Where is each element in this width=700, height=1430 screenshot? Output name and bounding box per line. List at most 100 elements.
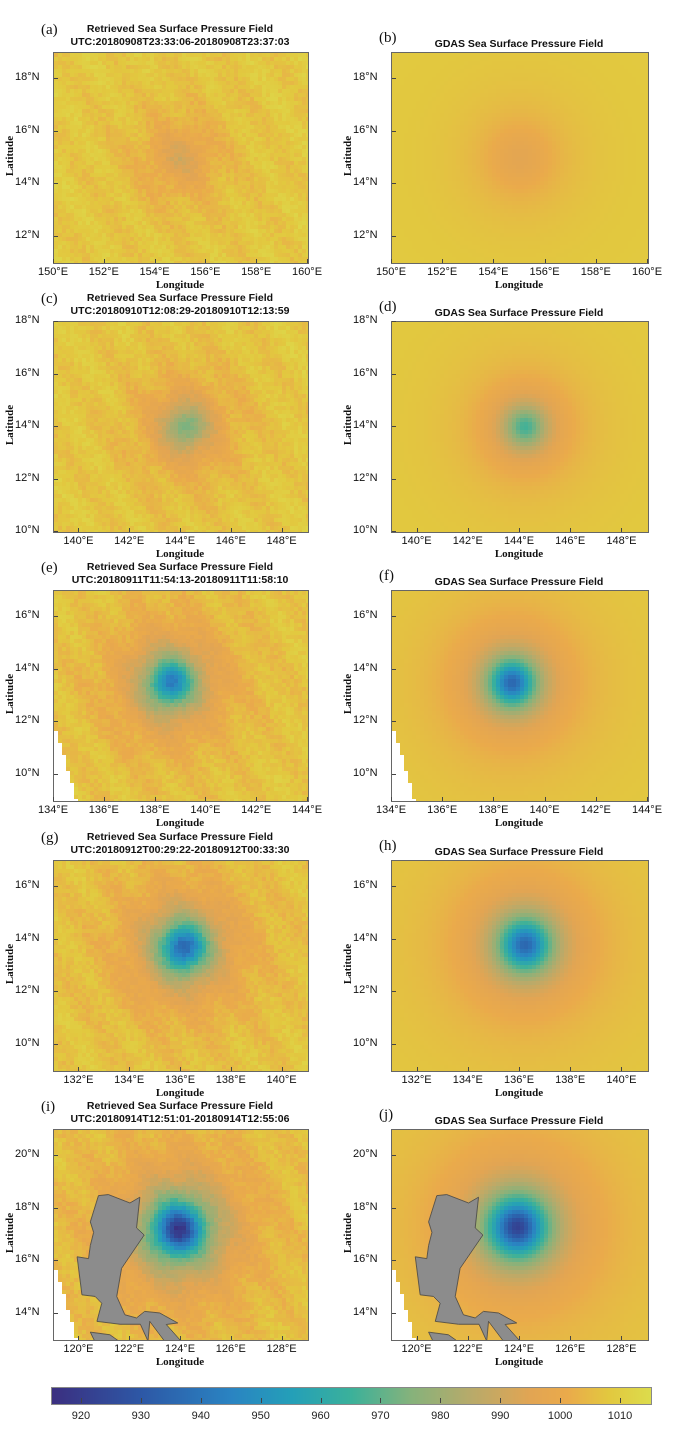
panel-title: GDAS Sea Surface Pressure Field — [391, 1115, 647, 1128]
x-tick-label: 136°E — [88, 804, 119, 816]
x-tick-mark — [570, 1336, 572, 1340]
panel-title-text: Retrieved Sea Surface Pressure Field — [86, 292, 274, 304]
x-axis-label: Longitude — [155, 279, 205, 291]
x-tick-label: 142°E — [114, 535, 145, 547]
y-tick-label: 14°N — [15, 931, 40, 944]
x-tick-mark — [621, 1336, 623, 1340]
colorbar-tick-mark — [320, 1398, 322, 1403]
x-tick-label: 144°E — [164, 535, 196, 547]
y-tick-mark — [54, 235, 58, 237]
x-tick-label: 148°E — [266, 535, 297, 547]
panel-time-range: UTC:20180912T00:29:22-20180912T00:33:30 — [70, 844, 290, 856]
x-tick-mark — [570, 528, 572, 532]
colorbar-tick-mark — [620, 1398, 622, 1403]
y-tick-mark — [392, 1260, 396, 1262]
y-tick-label: 12°N — [15, 228, 40, 241]
y-axis-label: Latitude — [342, 404, 354, 446]
x-tick-label: 146°E — [555, 535, 586, 547]
x-axis-label: Longitude — [155, 548, 205, 560]
y-axis-label: Latitude — [4, 135, 16, 177]
x-tick-label: 160°E — [631, 266, 663, 278]
pressure-field-heatmap — [392, 1130, 648, 1340]
y-axis-label: Latitude — [4, 404, 16, 446]
colorbar-tick-mark — [80, 1398, 82, 1403]
x-tick-label: 124°E — [164, 1343, 196, 1355]
x-tick-label: 132°E — [63, 1074, 94, 1086]
y-tick-mark — [54, 130, 58, 132]
colorbar-tick-mark — [380, 1398, 382, 1403]
colorbar-tick-label: 990 — [491, 1410, 510, 1422]
x-tick-label: 150°E — [37, 266, 69, 278]
panel-title-text: GDAS Sea Surface Pressure Field — [434, 846, 604, 858]
x-tick-mark — [570, 1067, 572, 1071]
x-tick-label: 158°E — [580, 266, 611, 278]
y-tick-label: 14°N — [353, 419, 378, 431]
x-tick-mark — [53, 797, 54, 801]
x-axis-label: Longitude — [494, 817, 544, 829]
x-tick-label: 160°E — [291, 266, 323, 278]
y-tick-mark — [392, 130, 396, 132]
x-tick-mark — [493, 797, 495, 801]
x-tick-label: 136°E — [427, 804, 458, 816]
y-tick-label: 14°N — [353, 1305, 378, 1318]
x-tick-mark — [519, 1067, 520, 1071]
panel-label: (a) — [41, 22, 58, 38]
x-tick-mark — [391, 797, 392, 801]
x-axis-label: Longitude — [155, 817, 205, 829]
x-tick-label: 140°E — [190, 804, 221, 816]
y-tick-mark — [392, 773, 396, 775]
panel-title-text: Retrieved Sea Surface Pressure Field — [86, 561, 274, 573]
x-tick-label: 144°E — [503, 535, 535, 547]
x-tick-label: 138°E — [215, 1074, 246, 1086]
pressure-map — [53, 321, 309, 533]
x-axis-label: Longitude — [494, 1356, 544, 1368]
x-tick-mark — [256, 259, 258, 263]
x-tick-label: 156°E — [190, 266, 221, 278]
x-tick-label: 134°E — [452, 1074, 483, 1086]
y-tick-mark — [54, 321, 58, 322]
y-tick-label: 16°N — [353, 879, 378, 892]
x-tick-mark — [230, 528, 232, 532]
colorbar-tick-label: 930 — [131, 1410, 151, 1422]
x-tick-mark — [307, 797, 308, 801]
y-tick-label: 12°N — [15, 714, 40, 727]
y-tick-mark — [392, 991, 396, 993]
x-tick-mark — [78, 528, 80, 532]
panel-title-text: Retrieved Sea Surface Pressure Field — [86, 23, 274, 35]
y-tick-label: 10°N — [353, 524, 378, 536]
y-tick-mark — [54, 886, 58, 888]
pressure-map — [391, 860, 649, 1072]
x-tick-mark — [154, 797, 156, 801]
x-tick-label: 142°E — [452, 535, 483, 547]
x-tick-label: 150°E — [375, 266, 407, 278]
y-tick-mark — [54, 1260, 58, 1262]
y-tick-mark — [392, 721, 396, 723]
y-tick-label: 16°N — [15, 609, 40, 622]
x-tick-label: 140°E — [606, 1074, 637, 1086]
x-tick-mark — [416, 1067, 418, 1071]
x-tick-mark — [180, 1336, 181, 1340]
y-tick-label: 12°N — [353, 471, 378, 484]
y-tick-mark — [392, 373, 396, 375]
x-tick-mark — [78, 1067, 80, 1071]
colorbar-tick-label: 950 — [251, 1410, 270, 1422]
y-tick-mark — [54, 373, 58, 375]
panel-title: Retrieved Sea Surface Pressure Field UTC:… — [53, 292, 307, 318]
x-tick-mark — [416, 1336, 418, 1340]
y-tick-label: 16°N — [15, 1253, 40, 1266]
panel-title: Retrieved Sea Surface Pressure Field UTC:… — [53, 561, 307, 587]
y-tick-mark — [392, 1043, 396, 1045]
x-tick-mark — [621, 1067, 623, 1071]
y-tick-label: 14°N — [15, 1305, 40, 1318]
x-axis-label: Longitude — [155, 1356, 205, 1368]
x-tick-label: 134°E — [37, 804, 69, 816]
y-tick-mark — [392, 78, 396, 80]
y-tick-label: 16°N — [15, 366, 40, 379]
x-tick-label: 142°E — [580, 804, 611, 816]
x-tick-label: 126°E — [555, 1343, 586, 1355]
y-axis-label: Latitude — [342, 1212, 354, 1254]
x-tick-label: 140°E — [529, 804, 560, 816]
y-tick-mark — [392, 1312, 396, 1314]
panel-title-text: GDAS Sea Surface Pressure Field — [434, 576, 604, 588]
colorbar-tick-mark — [200, 1398, 202, 1403]
